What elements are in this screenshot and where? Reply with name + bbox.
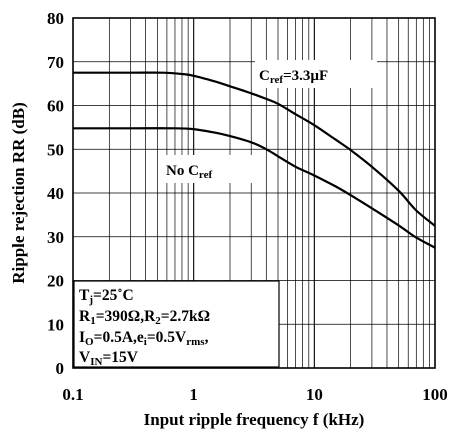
condition-tj: Tj=25˚C [79,287,134,306]
x-tick-label: 10 [306,385,323,404]
condition-current-ripple: IO=0.5A,ei=0.5Vrms, [79,329,209,348]
nocref-label: No Cref [166,163,212,181]
y-tick-label: 10 [47,315,64,334]
series-line-cref [73,71,436,227]
y-tick-label: 30 [47,228,64,247]
y-tick-label: 50 [47,140,64,159]
y-tick-label: 60 [47,97,64,116]
cref-label-background [255,60,377,88]
condition-resistors: R1=390Ω,R2=2.7kΩ [79,308,210,327]
curves [73,71,436,249]
condition-vin: VIN=15V [79,349,139,368]
y-tick-label: 80 [47,9,64,28]
y-tick-label: 0 [56,359,65,378]
plot-frame [72,17,436,369]
y-tick-label: 40 [47,184,64,203]
y-axis-label: Ripple rejection RR (dB) [9,102,28,283]
nocref-label-background [161,155,253,183]
x-tick-label: 0.1 [62,385,83,404]
x-tick-label: 100 [422,385,448,404]
cref-label: Cref=3.3µF [259,68,328,86]
tick-labels: 0.1 1 10 100 0 10 20 30 40 50 60 70 80 [47,9,448,404]
x-tick-label: 1 [189,385,198,404]
conditions-box [73,280,280,368]
series-line-no-cref [73,127,436,249]
y-tick-label: 70 [47,53,64,72]
x-axis-label: Input ripple frequency f (kHz) [144,410,365,429]
y-tick-label: 20 [47,272,64,291]
